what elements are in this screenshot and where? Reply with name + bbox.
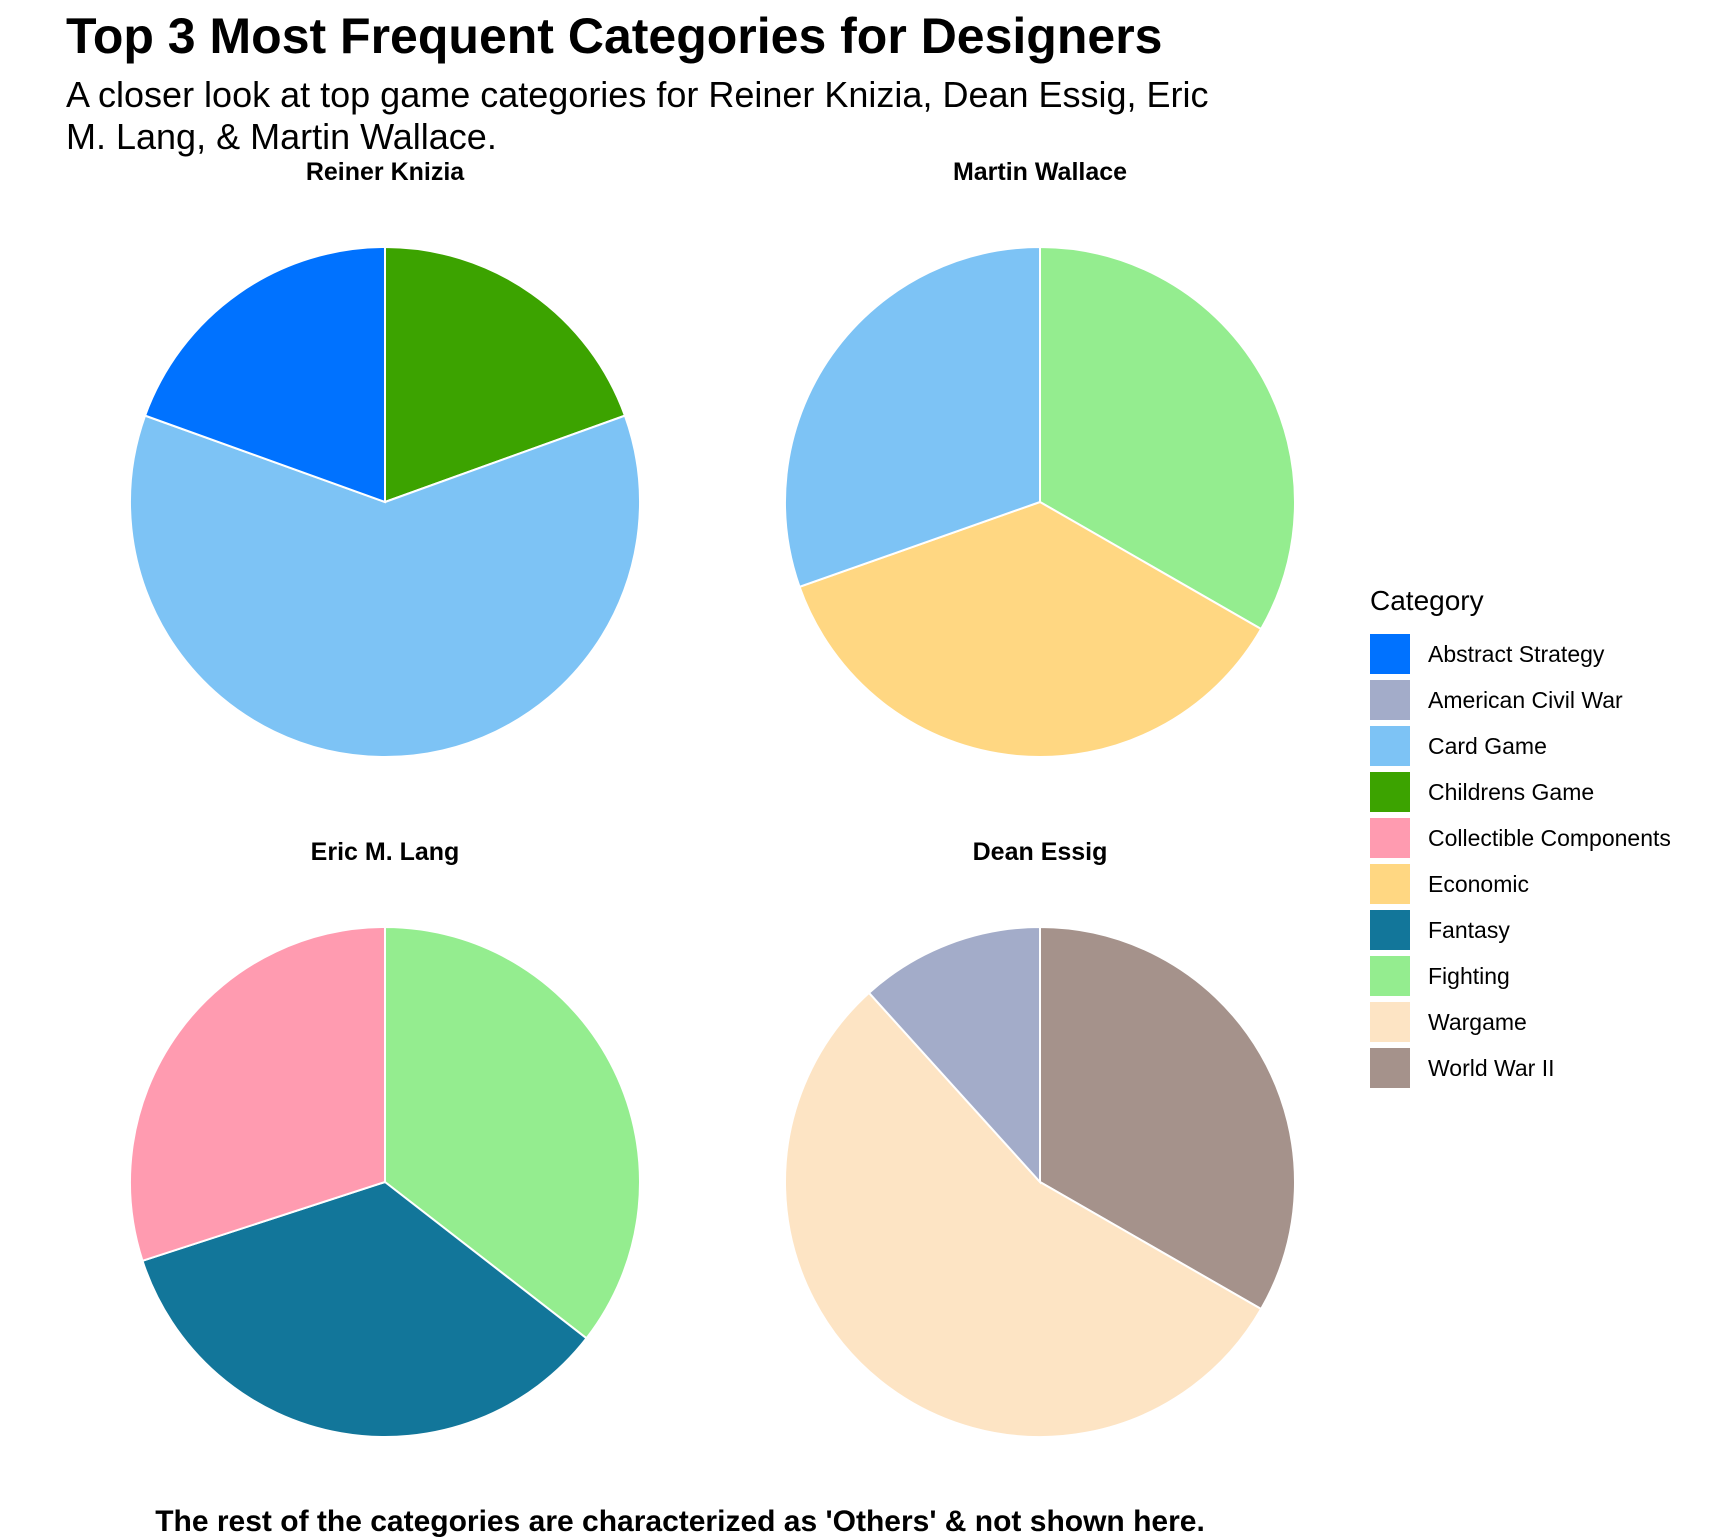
legend-label: Collectible Components	[1428, 824, 1671, 851]
legend-item: Economic	[1370, 861, 1710, 907]
legend-title: Category	[1370, 585, 1484, 616]
legend-item: Collectible Components	[1370, 815, 1710, 861]
chart-subtitle: A closer look at top game categories for…	[66, 74, 1209, 157]
legend-item: Wargame	[1370, 999, 1710, 1045]
pie-slice	[129, 925, 386, 1263]
pie-slice	[384, 245, 627, 504]
legend-label: Economic	[1428, 870, 1529, 897]
legend-swatch	[1370, 634, 1410, 674]
legend-item: Childrens Game	[1370, 769, 1710, 815]
legend-item: Card Game	[1370, 723, 1710, 769]
pie-slice	[784, 991, 1263, 1438]
pie-slice	[798, 500, 1263, 758]
chart-caption: The rest of the categories are character…	[155, 1505, 1205, 1538]
legend-item: Abstract Strategy	[1370, 631, 1710, 677]
pie-slice	[784, 245, 1041, 589]
legend-label: Abstract Strategy	[1428, 640, 1605, 667]
pie-title: Martin Wallace	[953, 158, 1127, 186]
legend-label: American Civil War	[1428, 686, 1623, 713]
pie-slice	[867, 925, 1041, 1185]
pie-title: Reiner Knizia	[306, 158, 465, 186]
pie-slice	[1039, 245, 1296, 631]
legend-label: Childrens Game	[1428, 778, 1595, 805]
legend-swatch	[1370, 726, 1410, 766]
legend-swatch	[1370, 772, 1410, 812]
legend-label: Card Game	[1428, 732, 1547, 759]
chart-title: Top 3 Most Frequent Categories for Desig…	[66, 8, 1163, 64]
pie-slice	[384, 925, 641, 1340]
pie-chart: Reiner Knizia	[129, 158, 641, 758]
legend-swatch	[1370, 956, 1410, 996]
legend-label: World War II	[1428, 1054, 1555, 1081]
pie-chart: Dean Essig	[784, 838, 1296, 1438]
pie-slice	[143, 245, 386, 504]
legend-swatch	[1370, 818, 1410, 858]
pie-chart: Martin Wallace	[784, 158, 1296, 758]
pie-title: Eric M. Lang	[311, 838, 460, 866]
legend-label: Wargame	[1428, 1008, 1527, 1035]
legend-item: Fighting	[1370, 953, 1710, 999]
legend-swatch	[1370, 680, 1410, 720]
legend-label: Fantasy	[1428, 916, 1510, 943]
legend-item: World War II	[1370, 1045, 1710, 1091]
legend-item: Fantasy	[1370, 907, 1710, 953]
legend: Category Abstract Strategy American Civil…	[1370, 583, 1710, 1091]
legend-swatch	[1370, 1048, 1410, 1088]
pie-title: Dean Essig	[973, 838, 1108, 866]
legend-items: Abstract Strategy American Civil War Card …	[1370, 631, 1710, 1091]
legend-swatch	[1370, 1002, 1410, 1042]
pie-slice	[129, 414, 641, 758]
legend-item: American Civil War	[1370, 677, 1710, 723]
pie-chart: Eric M. Lang	[129, 838, 641, 1438]
pie-slice	[1039, 925, 1296, 1311]
legend-label: Fighting	[1428, 962, 1510, 989]
legend-swatch	[1370, 910, 1410, 950]
legend-swatch	[1370, 864, 1410, 904]
pie-slice	[141, 1180, 588, 1438]
